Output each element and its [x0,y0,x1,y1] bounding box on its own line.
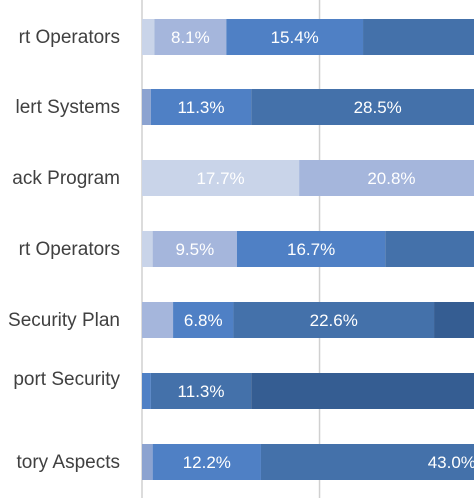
data-label: 17.7% [196,169,244,188]
category-labels: rt Operators lert Systems ack Program rt Op… [8,27,120,473]
bar-segment [236,231,386,267]
category-label: ack Program [12,168,120,189]
bar-segment [385,231,474,267]
bar-segment [142,89,151,125]
data-label: 11.3% [178,382,225,401]
category-label: tory Aspects [17,452,121,473]
bar-segment [226,19,364,55]
category-label: lert Systems [15,97,120,118]
data-label: 6.8% [184,311,223,330]
bar-segment [142,302,174,338]
data-label: 15.4% [271,28,319,47]
bar-row-6: 12.2% 43.0% [142,444,474,480]
bar-segment [363,19,474,55]
bar-row-2: 17.7% 20.8% [142,160,474,196]
bar-row-3: 9.5% 16.7% [142,231,474,267]
bar-row-5: 11.3% [142,373,474,409]
category-label: rt Operators [19,27,120,48]
bar-segment [142,19,155,55]
bar-segment [150,373,252,409]
data-label: 20.8% [367,169,415,188]
bar-segment [434,302,474,338]
bar-segment [152,444,261,480]
data-label: 8.1% [171,28,210,47]
bar-segment [142,444,153,480]
bar-segment [251,89,474,125]
bar-segment [299,160,474,196]
bar-row-1: 11.3% 28.5% [142,89,474,125]
category-label: Security Plan [8,310,120,331]
bar-segment [260,444,474,480]
category-label: port Security [13,369,120,390]
data-label: 9.5% [175,240,214,259]
bar-segment [142,373,151,409]
bar-segment [150,89,252,125]
bar-segment [154,19,227,55]
data-label: 43.0% [428,453,474,472]
bars: 8.1% 15.4% 11.3% 28.5% 17.7% 20.8% 9.5% 16.7% 6.… [142,19,474,480]
data-label: 22.6% [310,311,358,330]
bar-segment [152,231,237,267]
bar-segment [233,302,435,338]
bar-segment [142,160,300,196]
bar-row-4: 6.8% 22.6% [142,302,474,338]
bar-segment [251,373,474,409]
category-label: rt Operators [19,239,120,260]
bar-row-0: 8.1% 15.4% [142,19,474,55]
data-label: 28.5% [354,98,402,117]
data-label: 16.7% [287,240,335,259]
data-label: 11.3% [178,98,225,117]
data-label: 12.2% [183,453,231,472]
bar-segment [142,231,153,267]
bar-segment [173,302,234,338]
